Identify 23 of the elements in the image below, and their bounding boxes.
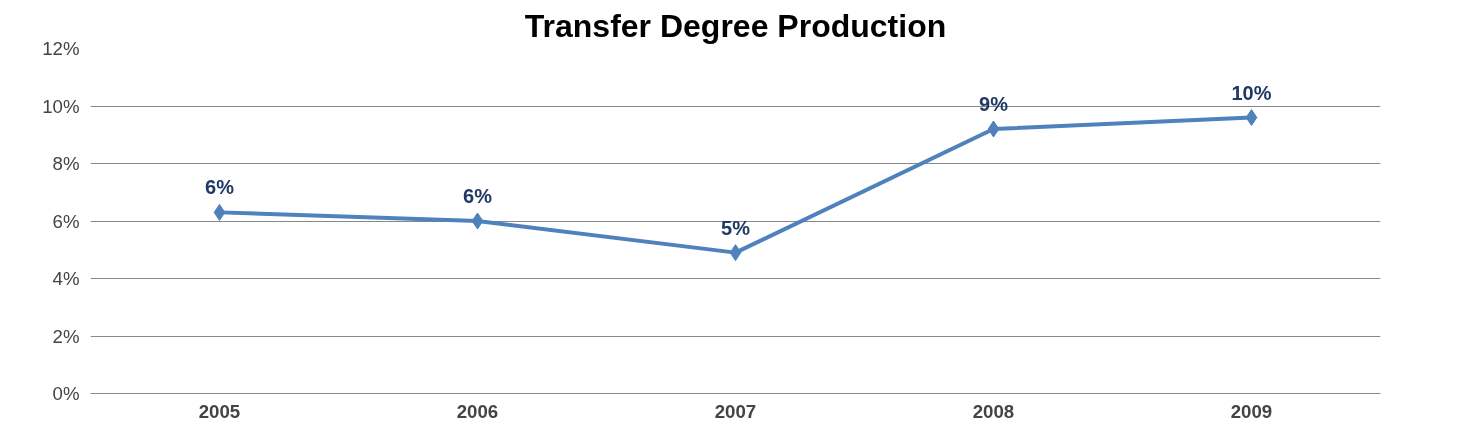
data-label: 6% [205,176,235,199]
y-tick-label: 0% [52,383,80,404]
y-tick-label: 8% [52,153,80,174]
x-tick-label: 2006 [456,400,499,422]
y-tick-label: 12% [42,38,80,59]
data-label: 10% [1231,81,1272,104]
point [213,203,226,221]
x-tick-label: 2009 [1230,400,1273,422]
x-tick-label: 2007 [714,400,757,422]
y-tick-label: 4% [52,268,80,289]
y-tick-label: 6% [52,210,80,232]
data-label: 6% [463,185,493,207]
data-label: 9% [979,93,1009,115]
point [987,120,1000,138]
point [729,244,742,262]
data-label: 5% [721,216,751,239]
y-tick-label: 2% [52,325,80,347]
chart-title: Transfer Degree Production [524,7,947,44]
y-tick-label: 10% [42,95,80,117]
x-tick-label: 2008 [972,400,1015,422]
point [471,212,484,230]
point [1245,109,1258,126]
x-tick-label: 2005 [198,400,241,422]
